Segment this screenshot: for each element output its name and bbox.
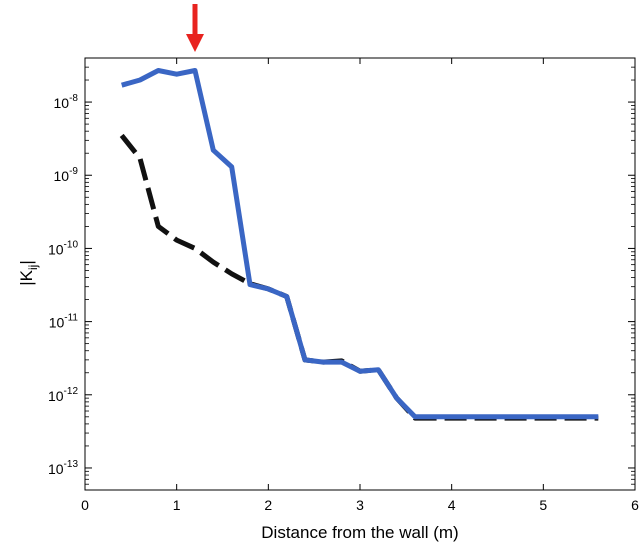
series-dashed-line <box>119 133 599 421</box>
y-tick-label-exp: -11 <box>64 313 78 324</box>
y-tick-label-base: 10 <box>54 95 70 111</box>
x-tick-label: 3 <box>356 497 364 513</box>
plot-frame <box>84 57 636 491</box>
plot-frame-rect <box>84 57 636 491</box>
y-axis-label-sub: ij <box>26 265 40 270</box>
y-tick-label: 10-8 <box>54 93 79 111</box>
y-tick-label-base: 10 <box>48 241 64 257</box>
x-tick-label: 6 <box>631 497 639 513</box>
y-axis-label-main: |K <box>17 269 36 285</box>
x-tick-label: 2 <box>264 497 272 513</box>
y-axis-label-end: | <box>17 260 36 264</box>
y-tick-label-exp: -9 <box>69 166 78 177</box>
annotation <box>186 4 204 52</box>
y-tick-label-exp: -10 <box>64 239 79 250</box>
y-tick-label-base: 10 <box>49 315 65 331</box>
y-tick-label-base: 10 <box>48 388 64 404</box>
x-tick-label: 5 <box>539 497 547 513</box>
y-tick-label-base: 10 <box>54 168 70 184</box>
y-tick-label: 10-10 <box>48 239 78 257</box>
y-tick-label-exp: -13 <box>64 459 79 470</box>
series-lines <box>119 68 599 421</box>
y-tick-label-base: 10 <box>48 461 64 477</box>
y-tick-label: 10-11 <box>49 313 79 331</box>
series-solid-line <box>121 68 599 420</box>
y-tick-label: 10-13 <box>48 459 78 477</box>
y-axis-label: |Kij| <box>17 260 40 286</box>
arrow-head <box>186 34 204 52</box>
x-tick-label: 0 <box>81 497 89 513</box>
x-tick-label: 1 <box>173 497 181 513</box>
y-tick-label-exp: -12 <box>64 386 79 397</box>
x-tick-label: 4 <box>448 497 456 513</box>
y-tick-label: 10-12 <box>48 386 78 404</box>
y-tick-label-exp: -8 <box>69 93 78 104</box>
x-axis-label: Distance from the wall (m) <box>261 523 458 542</box>
y-tick-label: 10-9 <box>54 166 79 184</box>
